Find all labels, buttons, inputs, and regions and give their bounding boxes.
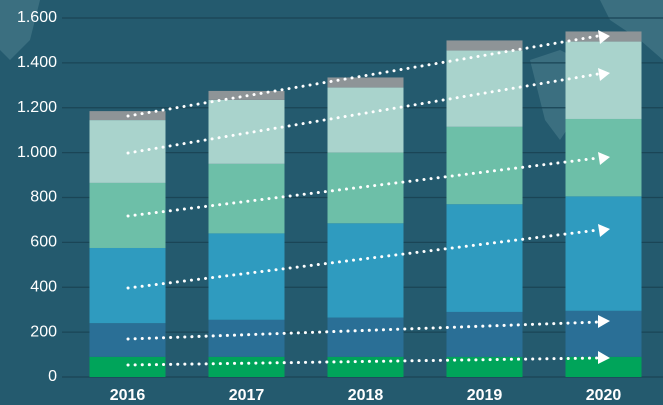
bar-segment — [446, 311, 523, 357]
bar-segment — [446, 40, 523, 51]
bar-segment — [208, 319, 285, 357]
y-tick-label: 0 — [48, 368, 57, 385]
y-tick-label: 800 — [30, 189, 57, 206]
map-land — [600, 0, 663, 60]
trend-arrow — [126, 72, 600, 155]
arrow-head — [598, 315, 610, 328]
bar-segment — [446, 204, 523, 312]
bar-segment — [327, 77, 404, 88]
bar-segment — [89, 247, 166, 324]
trend-arrow — [126, 34, 600, 118]
arrow-head — [598, 152, 610, 165]
x-tick-label: 2020 — [586, 387, 622, 404]
trend-arrows — [126, 34, 600, 367]
x-tick-label: 2018 — [348, 387, 384, 404]
bar-segment — [208, 163, 285, 234]
y-tick-label: 1.400 — [17, 54, 57, 71]
bar-segment — [327, 317, 404, 357]
y-tick-label: 1.000 — [17, 144, 57, 161]
map-land — [0, 0, 40, 60]
bar-segment — [89, 356, 166, 377]
y-tick-label: 400 — [30, 278, 57, 295]
bar-segment — [327, 223, 404, 318]
bar-segment — [565, 41, 642, 119]
bar-segment — [565, 310, 642, 357]
bar-segment — [446, 356, 523, 377]
arrow-head — [598, 68, 610, 81]
bar-segment — [208, 356, 285, 377]
bar-segment — [446, 50, 523, 127]
bar-segment — [565, 356, 642, 377]
bar-segment — [327, 87, 404, 153]
bar-segment — [327, 152, 404, 224]
bar-segment — [565, 196, 642, 311]
arrow-head — [598, 224, 610, 237]
arrow-heads — [598, 30, 610, 364]
x-tick-label: 2017 — [229, 387, 265, 404]
trend-arrow — [126, 320, 600, 341]
trend-arrow — [126, 356, 600, 367]
y-tick-label: 1.600 — [17, 9, 57, 26]
arrow-head — [598, 351, 610, 364]
trend-arrow — [126, 156, 600, 218]
x-tick-label: 2019 — [467, 387, 503, 404]
bar-segment — [446, 126, 523, 205]
y-tick-label: 200 — [30, 323, 57, 340]
bar-segment — [89, 120, 166, 183]
x-tick-label: 2016 — [110, 387, 146, 404]
trend-arrow — [126, 228, 600, 290]
arrow-head — [598, 30, 610, 44]
y-tick-label: 600 — [30, 234, 57, 251]
y-tick-label: 1.200 — [17, 99, 57, 116]
bar-segment — [327, 356, 404, 377]
